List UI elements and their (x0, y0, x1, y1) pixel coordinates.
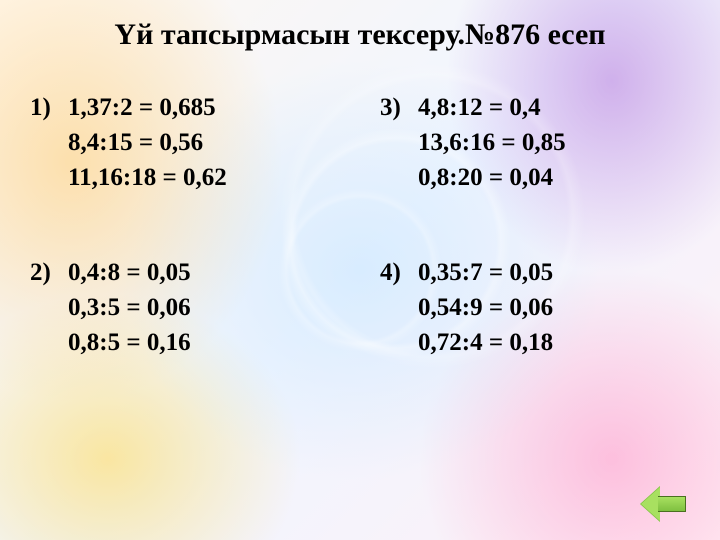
equation-text: 0,8:20 = 0,04 (380, 160, 690, 195)
equation-text: 0,4:8 = 0,05 (68, 255, 191, 290)
back-arrow-button[interactable] (640, 486, 690, 522)
problem-block-3: 3) 4,8:12 = 0,4 13,6:16 = 0,85 0,8:20 = … (380, 90, 690, 195)
page-title: Үй тапсырмасын тексеру.№876 есеп (30, 18, 690, 52)
problem-line: 2) 0,4:8 = 0,05 (30, 255, 340, 290)
equation-text: 1,37:2 = 0,685 (68, 90, 216, 125)
problems-grid: 1) 1,37:2 = 0,685 8,4:15 = 0,56 11,16:18… (30, 90, 690, 360)
problem-line: 3) 4,8:12 = 0,4 (380, 90, 690, 125)
equation-text: 0,8:5 = 0,16 (30, 325, 340, 360)
problem-line: 1) 1,37:2 = 0,685 (30, 90, 340, 125)
problem-block-1: 1) 1,37:2 = 0,685 8,4:15 = 0,56 11,16:18… (30, 90, 340, 195)
equation-text: 8,4:15 = 0,56 (30, 125, 340, 160)
problem-number: 3) (380, 90, 418, 125)
equation-text: 0,72:4 = 0,18 (380, 325, 690, 360)
equation-text: 4,8:12 = 0,4 (418, 90, 541, 125)
equation-text: 11,16:18 = 0,62 (30, 160, 340, 195)
equation-text: 0,3:5 = 0,06 (30, 290, 340, 325)
problem-number: 1) (30, 90, 68, 125)
equation-text: 13,6:16 = 0,85 (380, 125, 690, 160)
equation-text: 0,54:9 = 0,06 (380, 290, 690, 325)
problem-number: 2) (30, 255, 68, 290)
problem-line: 4) 0,35:7 = 0,05 (380, 255, 690, 290)
problem-block-2: 2) 0,4:8 = 0,05 0,3:5 = 0,06 0,8:5 = 0,1… (30, 255, 340, 360)
equation-text: 0,35:7 = 0,05 (418, 255, 553, 290)
problem-block-4: 4) 0,35:7 = 0,05 0,54:9 = 0,06 0,72:4 = … (380, 255, 690, 360)
slide-content: Үй тапсырмасын тексеру.№876 есеп 1) 1,37… (0, 0, 720, 540)
problem-number: 4) (380, 255, 418, 290)
